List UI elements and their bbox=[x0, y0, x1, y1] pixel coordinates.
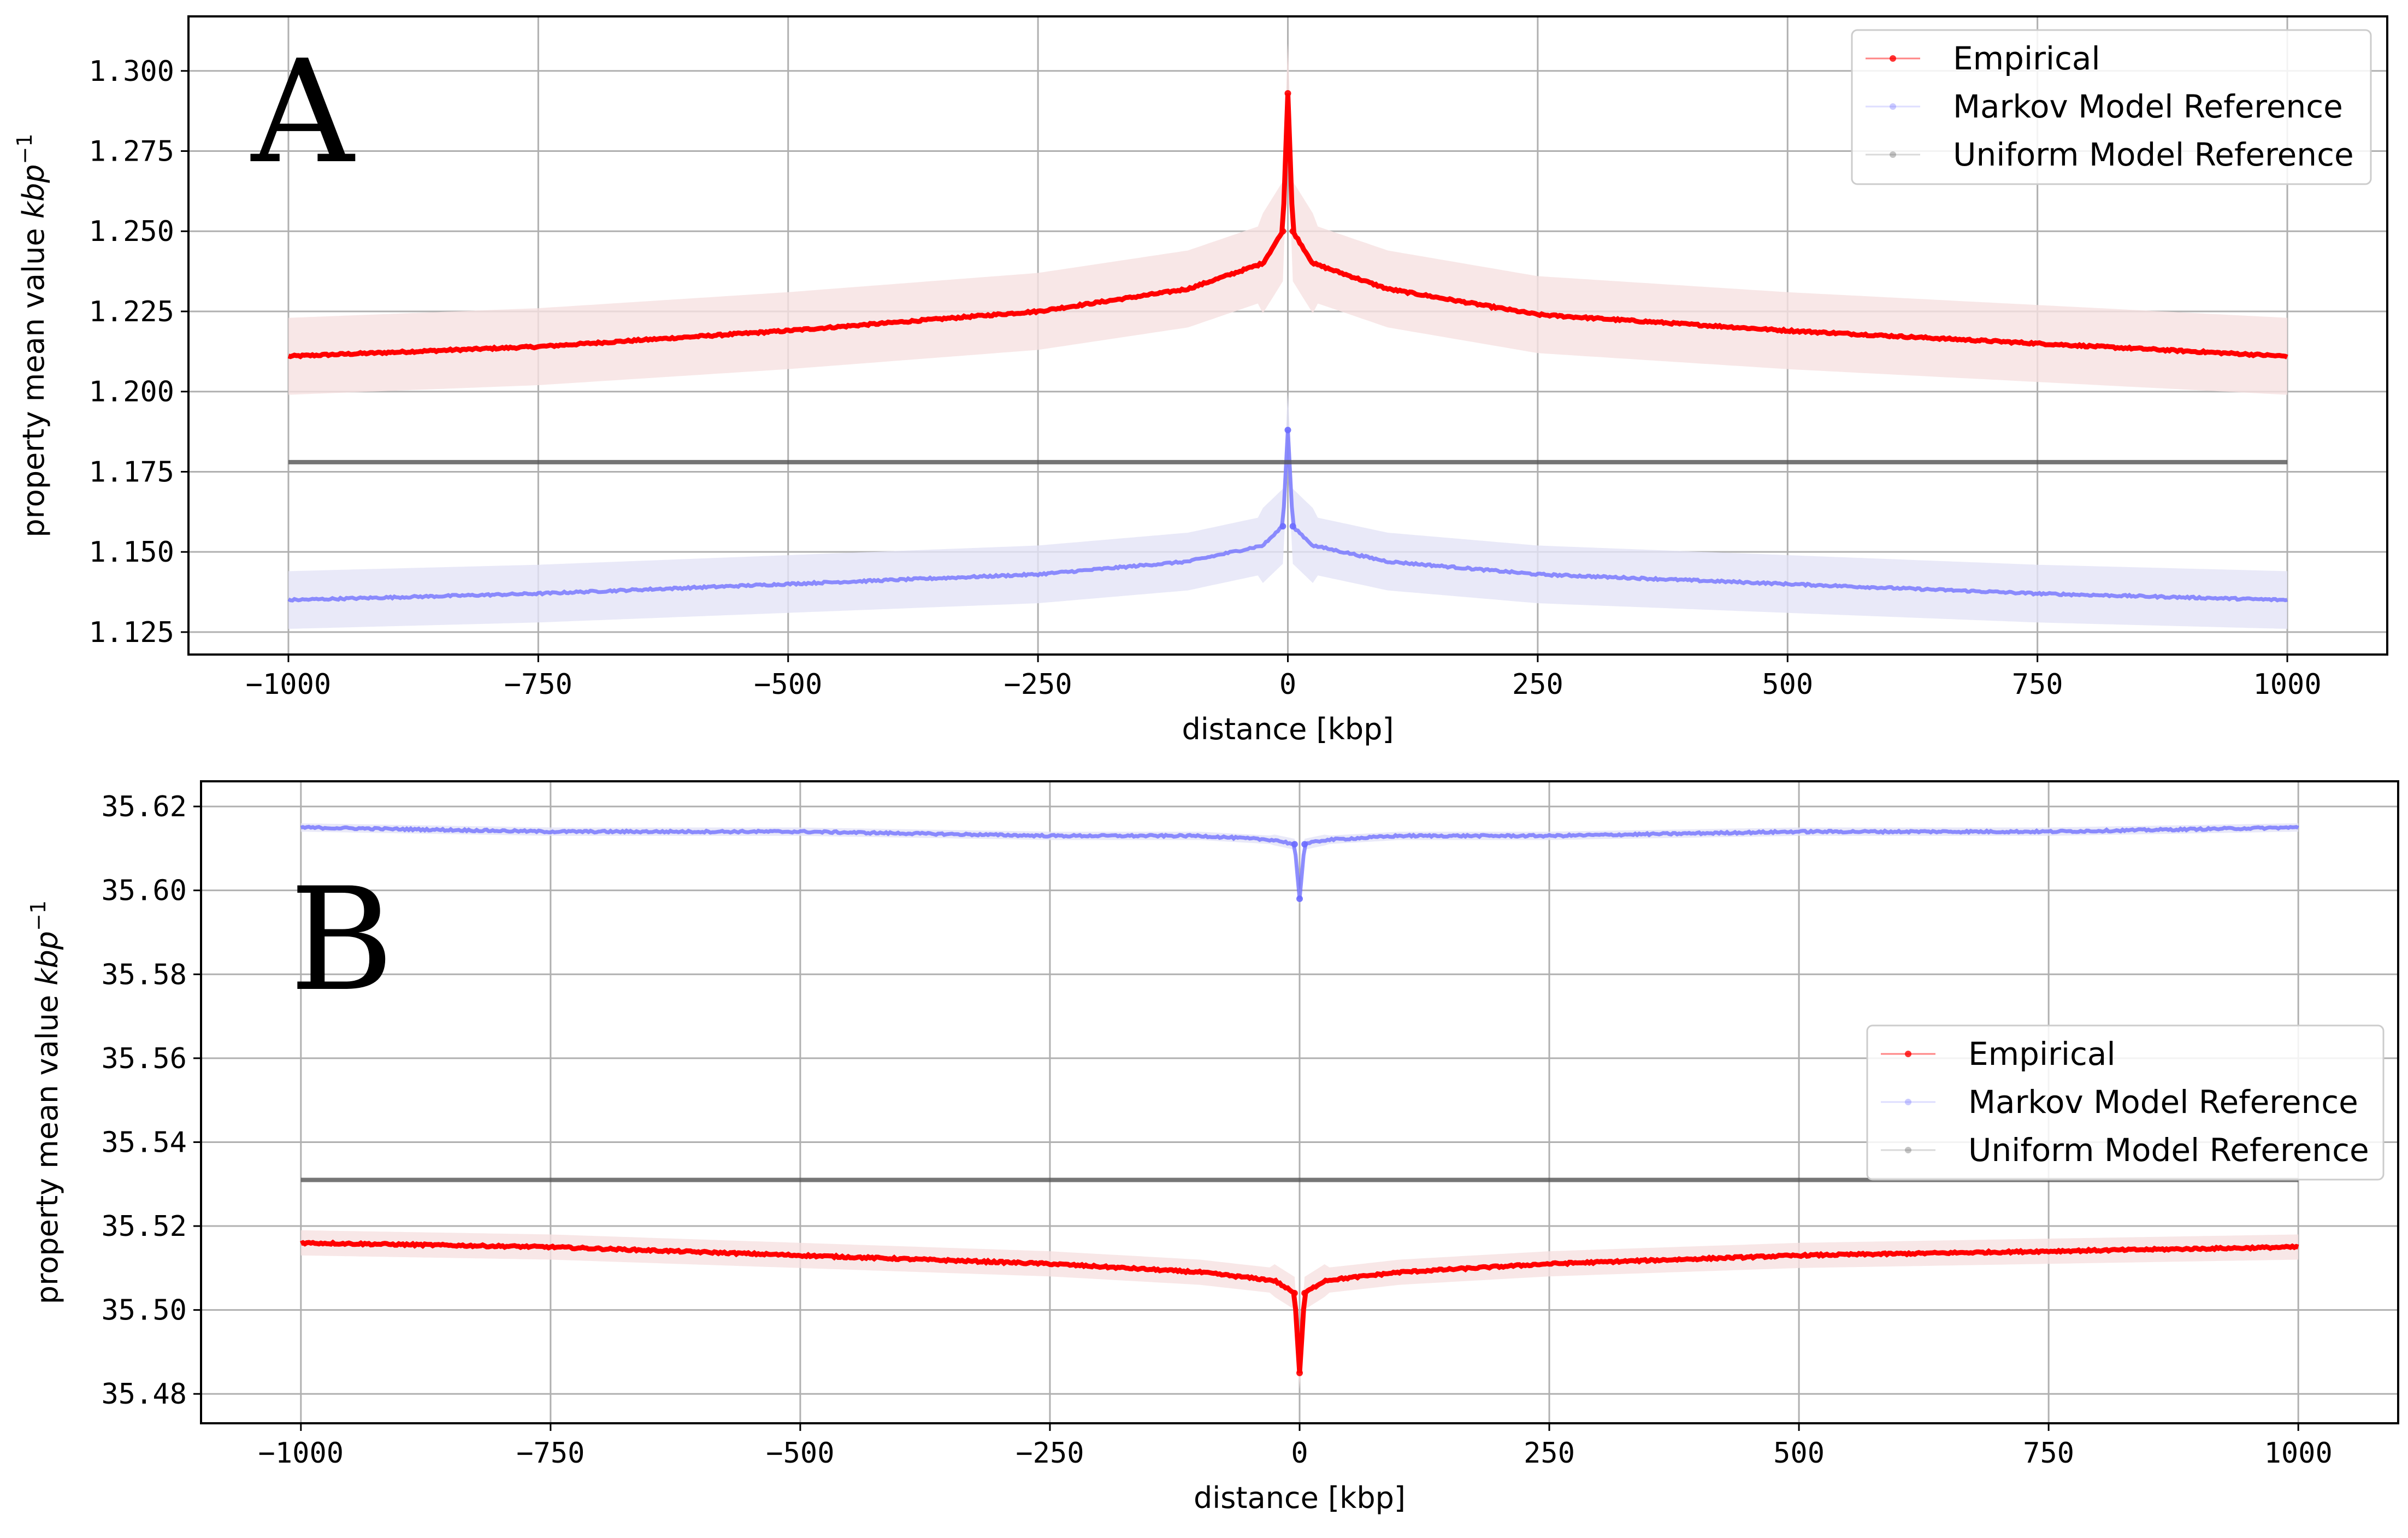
y-tick-label: 35.62 bbox=[101, 791, 187, 823]
legend-swatch-marker bbox=[1890, 103, 1896, 110]
legend-swatch-marker bbox=[1905, 1051, 1911, 1057]
data-point bbox=[1291, 841, 1298, 848]
x-tick-label: 1000 bbox=[2253, 668, 2321, 701]
x-tick-label: 750 bbox=[2012, 668, 2063, 701]
y-tick-label: 1.250 bbox=[88, 215, 174, 248]
data-point bbox=[1301, 1289, 1308, 1297]
x-tick-label: 500 bbox=[1773, 1437, 1825, 1470]
legend-swatch-marker bbox=[1905, 1147, 1911, 1153]
x-tick-label: 1000 bbox=[2264, 1437, 2333, 1470]
y-tick-label: 1.275 bbox=[88, 135, 174, 168]
legend: Empirical Markov Model Reference Uniform M… bbox=[1866, 1024, 2385, 1181]
data-point bbox=[1284, 427, 1291, 434]
series-empirical bbox=[287, 43, 2288, 395]
series-markov-model-reference bbox=[287, 392, 2288, 629]
y-tick-label: 1.200 bbox=[88, 376, 174, 409]
y-tick-label: 1.300 bbox=[88, 55, 174, 88]
chart-panel-B: −1000 −750 −500 −250 0 250 500 750 1000 35.48 35.5… bbox=[26, 780, 2399, 1515]
data-point bbox=[1296, 1369, 1303, 1376]
x-tick-label: −1000 bbox=[258, 1437, 344, 1470]
legend-swatch-marker bbox=[1890, 55, 1896, 62]
y-tick-label: 1.225 bbox=[88, 296, 174, 328]
x-tick-label: −1000 bbox=[246, 668, 332, 701]
data-point bbox=[1291, 1289, 1298, 1297]
error-band bbox=[288, 43, 2287, 395]
data-point bbox=[1296, 895, 1303, 903]
y-tick-label: 1.150 bbox=[88, 536, 174, 569]
y-tick-label: 35.52 bbox=[101, 1210, 187, 1243]
x-axis-label: distance [kbp] bbox=[1194, 1481, 1406, 1515]
x-tick-label: −500 bbox=[766, 1437, 834, 1470]
y-tick-label: 1.175 bbox=[88, 456, 174, 488]
x-tick-label: −750 bbox=[516, 1437, 585, 1470]
panel-label: A bbox=[249, 30, 356, 195]
chart-panel-A: −1000 −750 −500 −250 0 250 500 750 1000 1.125 1.15… bbox=[13, 15, 2388, 746]
x-tick-label: 0 bbox=[1291, 1437, 1308, 1470]
series-markov-model-reference bbox=[300, 823, 2299, 904]
legend-label: Markov Model Reference bbox=[1953, 88, 2343, 125]
y-tick-label: 35.60 bbox=[101, 875, 187, 908]
data-point bbox=[1279, 228, 1286, 235]
x-tick-label: 250 bbox=[1512, 668, 1563, 701]
legend-label: Empirical bbox=[1968, 1035, 2116, 1073]
y-tick-label: 1.125 bbox=[88, 616, 174, 649]
x-tick-label: 750 bbox=[2023, 1437, 2074, 1470]
data-point bbox=[1284, 90, 1291, 97]
panel-label: B bbox=[290, 858, 394, 1023]
x-axis-label: distance [kbp] bbox=[1182, 712, 1394, 746]
x-tick-label: 500 bbox=[1762, 668, 1813, 701]
y-tick-label: 35.50 bbox=[101, 1294, 187, 1327]
legend-swatch-marker bbox=[1890, 151, 1896, 158]
legend-label: Uniform Model Reference bbox=[1953, 136, 2354, 173]
x-tick-label: 0 bbox=[1279, 668, 1296, 701]
data-point bbox=[1279, 523, 1286, 530]
x-tick-label: −250 bbox=[1016, 1437, 1084, 1470]
x-tick-label: −750 bbox=[504, 668, 573, 701]
data-point bbox=[1289, 228, 1296, 235]
x-tick-label: −500 bbox=[754, 668, 822, 701]
y-tick-label: 35.54 bbox=[101, 1126, 187, 1159]
legend-box bbox=[1851, 29, 2372, 185]
data-point bbox=[1301, 841, 1308, 848]
error-band bbox=[288, 392, 2287, 629]
y-tick-label: 35.48 bbox=[101, 1378, 187, 1411]
legend-label: Empirical bbox=[1953, 40, 2100, 77]
y-tick-label: 35.58 bbox=[101, 958, 187, 991]
data-point bbox=[1289, 523, 1296, 530]
y-axis-label: property mean value kbp−1 bbox=[13, 133, 51, 537]
y-axis-label: property mean value kbp−1 bbox=[26, 900, 64, 1304]
legend-label: Uniform Model Reference bbox=[1968, 1132, 2369, 1169]
x-tick-label: −250 bbox=[1004, 668, 1072, 701]
x-tick-label: 250 bbox=[1524, 1437, 1575, 1470]
legend-swatch-marker bbox=[1905, 1099, 1911, 1105]
y-tick-label: 35.56 bbox=[101, 1042, 187, 1075]
series-empirical bbox=[300, 1230, 2299, 1389]
legend-label: Markov Model Reference bbox=[1968, 1083, 2358, 1121]
legend: Empirical Markov Model Reference Uniform M… bbox=[1851, 29, 2372, 185]
legend-box bbox=[1866, 1024, 2385, 1181]
